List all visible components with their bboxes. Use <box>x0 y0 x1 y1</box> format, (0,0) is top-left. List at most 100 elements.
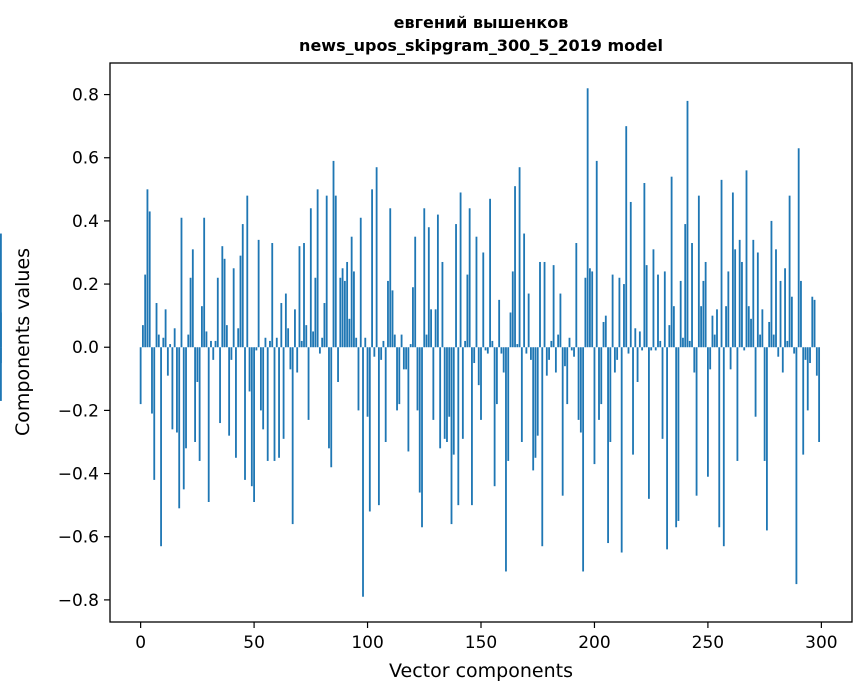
x-tick-label: 0 <box>135 633 146 653</box>
bar <box>262 347 265 430</box>
bar <box>804 347 807 360</box>
y-tick-label: −0.6 <box>58 528 99 548</box>
bar <box>446 347 448 442</box>
bar <box>280 303 283 348</box>
bar <box>355 337 358 348</box>
bar <box>482 252 485 348</box>
bar <box>591 271 594 348</box>
bar <box>341 268 344 348</box>
bar <box>697 195 700 348</box>
y-tick-label: 0.2 <box>72 275 99 295</box>
bar <box>448 347 451 417</box>
x-tick-label: 200 <box>578 633 610 653</box>
bar <box>498 299 501 348</box>
bar <box>525 347 528 354</box>
bar <box>473 347 476 364</box>
bar <box>741 261 743 348</box>
bar <box>618 277 621 348</box>
bar <box>659 340 662 348</box>
bar <box>314 277 317 348</box>
bar <box>679 280 682 348</box>
bar <box>353 271 355 348</box>
bar <box>375 167 378 348</box>
bar <box>514 186 516 348</box>
bar <box>700 306 703 348</box>
bar <box>711 315 714 348</box>
bar <box>539 261 541 348</box>
bar <box>389 208 392 348</box>
bar <box>366 347 369 417</box>
bar <box>793 347 796 354</box>
bar <box>436 214 439 348</box>
bar <box>554 347 557 373</box>
bar <box>185 347 187 449</box>
bar <box>625 126 628 348</box>
bar <box>795 347 798 585</box>
bar <box>643 183 646 348</box>
bar <box>430 309 432 348</box>
bar <box>575 243 578 348</box>
bar <box>384 347 387 442</box>
bar <box>600 347 603 405</box>
bar <box>189 277 192 348</box>
bar <box>439 347 442 449</box>
bar <box>294 309 296 348</box>
bar <box>223 258 226 348</box>
bar <box>173 328 176 348</box>
bar <box>566 347 569 405</box>
bar <box>484 347 487 351</box>
bar <box>688 340 691 348</box>
bar <box>219 347 221 424</box>
bar <box>691 243 693 348</box>
bar <box>287 328 290 348</box>
bar <box>178 347 181 509</box>
bar <box>176 347 178 433</box>
bar <box>684 224 687 348</box>
bar <box>371 189 373 348</box>
bar <box>214 340 217 348</box>
bar <box>489 198 491 348</box>
bar <box>414 236 417 348</box>
bar <box>623 284 625 348</box>
bar <box>532 347 535 471</box>
bar <box>666 347 668 550</box>
bar <box>543 261 546 348</box>
bar <box>602 321 605 348</box>
bar <box>157 334 160 348</box>
bar <box>425 334 428 348</box>
bar <box>359 217 362 348</box>
bar <box>373 347 376 357</box>
bar <box>611 274 614 348</box>
bar <box>296 347 299 373</box>
bar <box>146 189 149 348</box>
bar <box>278 347 280 458</box>
bar <box>777 347 780 357</box>
bar <box>598 347 600 420</box>
bar <box>802 347 805 455</box>
bar <box>144 274 147 348</box>
bar <box>670 176 673 348</box>
bar <box>323 303 326 348</box>
bar <box>210 340 212 348</box>
bar <box>468 208 471 348</box>
bar <box>693 347 696 373</box>
bar <box>298 246 301 348</box>
bar <box>716 309 718 348</box>
bar <box>418 347 421 493</box>
bar <box>570 347 573 351</box>
bar <box>722 347 725 547</box>
bar <box>305 325 308 348</box>
bar <box>604 315 607 348</box>
bar <box>811 296 814 348</box>
y-tick-label: 0.6 <box>72 149 99 169</box>
x-tick-label: 50 <box>243 633 265 653</box>
bar <box>166 347 169 376</box>
bar <box>316 189 319 348</box>
bar <box>638 331 641 348</box>
bar <box>332 160 335 348</box>
bar <box>434 309 437 348</box>
bar <box>398 347 401 405</box>
bar <box>790 296 793 348</box>
bar <box>407 347 410 452</box>
